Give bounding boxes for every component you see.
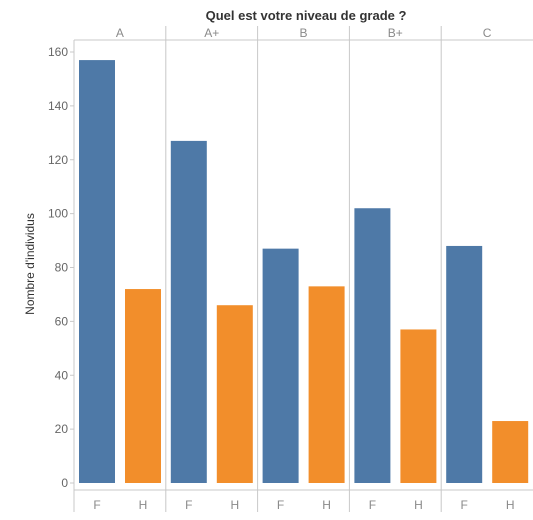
x-category-label: H (414, 498, 423, 512)
x-category-label: F (185, 498, 192, 512)
x-category-label: H (230, 498, 239, 512)
group-label: B+ (388, 26, 403, 40)
group-panels (74, 26, 533, 512)
bar (125, 289, 161, 483)
x-category-label: F (369, 498, 376, 512)
bar (262, 248, 299, 483)
bar (79, 60, 115, 484)
y-tick-label: 40 (55, 368, 69, 382)
x-category-label: H (506, 498, 515, 512)
y-tick-label: 140 (48, 99, 68, 113)
x-category-label: H (322, 498, 331, 512)
x-category-label: H (139, 498, 148, 512)
group-label: B (299, 26, 307, 40)
bar (354, 208, 391, 484)
group-label: C (483, 26, 492, 40)
bars (79, 60, 529, 484)
group-label: A (116, 26, 124, 40)
y-tick-label: 60 (55, 314, 69, 328)
y-tick-label: 160 (48, 45, 68, 59)
x-category-label: F (277, 498, 284, 512)
y-axis-label: Nombre d'individus (23, 213, 37, 315)
chart-title: Quel est votre niveau de grade ? (206, 8, 407, 23)
x-category-label: F (461, 498, 468, 512)
y-tick-label: 120 (48, 153, 68, 167)
y-tick-label: 0 (61, 476, 68, 490)
bar (446, 245, 483, 483)
group-label: A+ (204, 26, 219, 40)
bar (400, 329, 437, 483)
bar (308, 286, 345, 483)
y-tick-label: 100 (48, 207, 68, 221)
labels: A A+ B B+ C F H F H F H F H F H (93, 26, 514, 512)
bar (170, 140, 207, 484)
y-tick-label: 80 (55, 261, 69, 275)
bar (492, 421, 529, 483)
y-tick-label: 20 (55, 422, 69, 436)
y-axis: 0 20 40 60 80 100 120 140 160 (48, 40, 75, 512)
x-category-label: F (93, 498, 100, 512)
bar (216, 305, 253, 483)
